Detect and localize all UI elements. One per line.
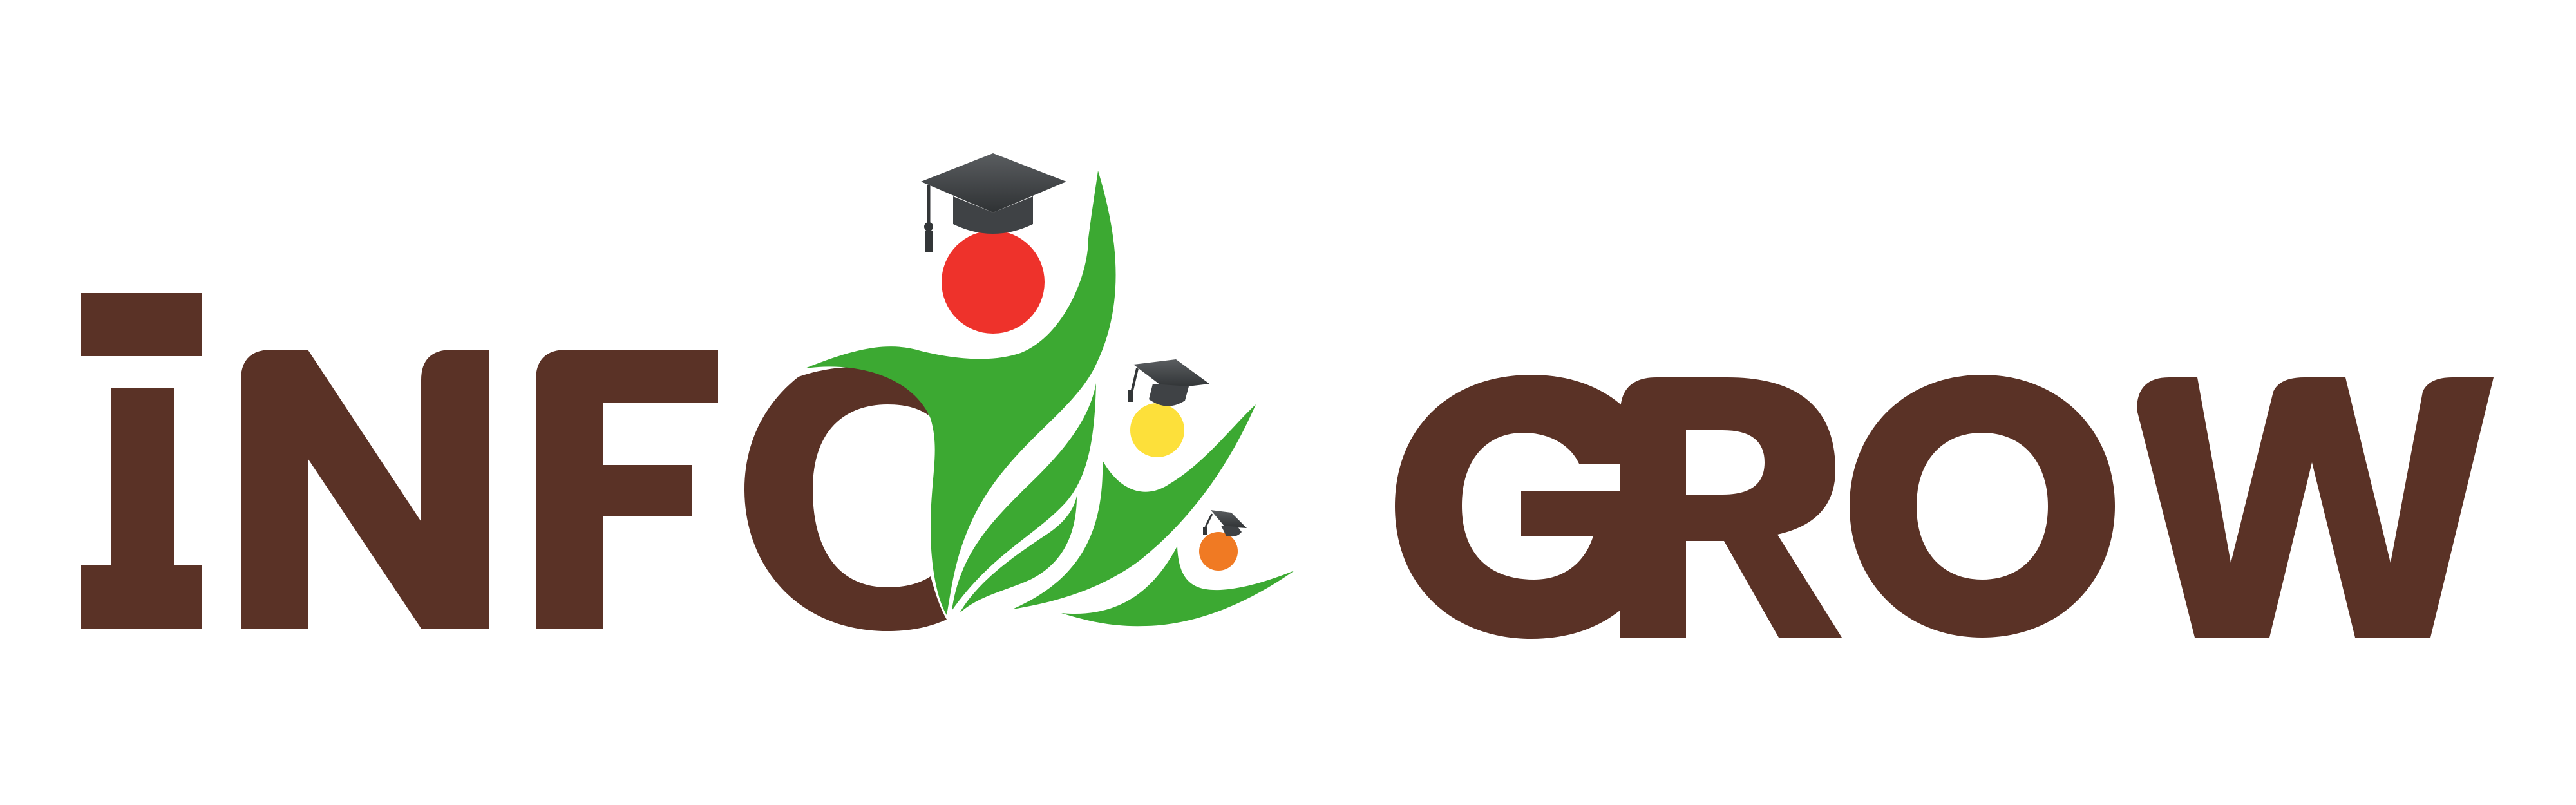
word-info bbox=[81, 293, 947, 631]
letter-r-main bbox=[1620, 377, 1842, 638]
graduate-orange-head bbox=[1199, 532, 1238, 571]
emblem bbox=[805, 153, 1294, 627]
graduation-cap-icon bbox=[1128, 359, 1209, 406]
leaf-small bbox=[960, 496, 1077, 613]
letter-o-right bbox=[1850, 375, 2115, 638]
letter-f bbox=[536, 350, 718, 629]
letter-g bbox=[1395, 375, 1658, 639]
letter-n bbox=[241, 350, 489, 629]
graduate-figure-icon bbox=[921, 153, 1066, 334]
letter-i-dot bbox=[81, 293, 202, 356]
letter-i-body bbox=[81, 388, 202, 629]
graduate-figure-icon bbox=[1199, 510, 1247, 571]
leaf-icon bbox=[805, 171, 1116, 615]
graduate-red-head bbox=[942, 231, 1045, 334]
leaf-middle bbox=[952, 383, 1096, 611]
graduation-cap-icon bbox=[1203, 510, 1247, 537]
word-grow bbox=[1395, 0, 2494, 639]
graduate-yellow-head bbox=[1130, 403, 1184, 457]
letter-o-shape bbox=[744, 367, 947, 631]
leaf-right bbox=[1012, 404, 1256, 609]
letter-w bbox=[2137, 377, 2494, 638]
graduation-cap-icon bbox=[921, 153, 1066, 252]
graduate-figure-icon bbox=[1128, 359, 1209, 457]
leaf-bottom-swoosh bbox=[1061, 546, 1294, 627]
